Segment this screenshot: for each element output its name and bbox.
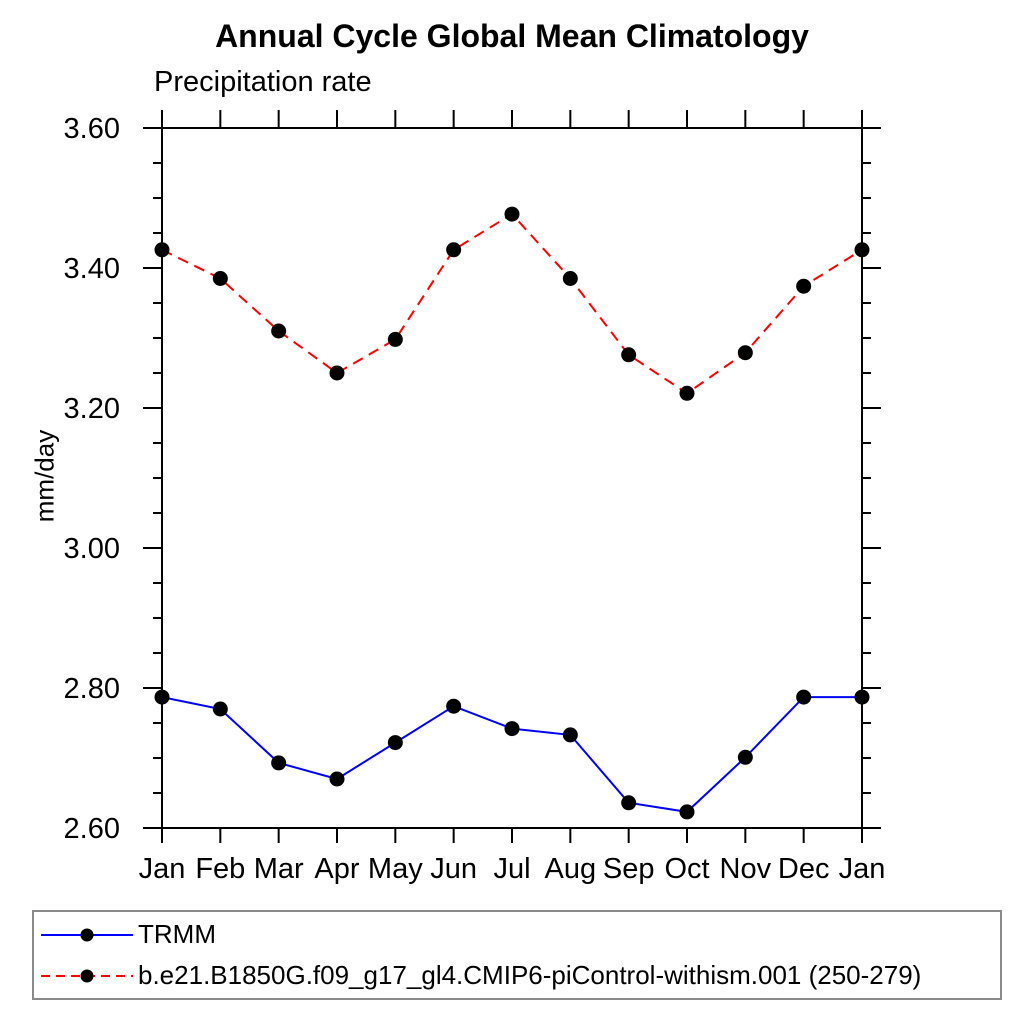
x-tick-label: Aug	[545, 853, 597, 885]
data-point-marker	[737, 345, 753, 361]
data-point-marker	[796, 278, 812, 294]
x-tick-label: Nov	[720, 853, 772, 885]
x-tick-label: Jun	[430, 853, 477, 885]
data-point-marker	[212, 271, 228, 286]
data-point-marker	[562, 727, 578, 743]
trmm-line-swatch-icon	[41, 928, 133, 941]
data-point-marker	[504, 721, 520, 737]
model-dashed-line-swatch-icon	[41, 969, 133, 982]
x-tick-label: Feb	[195, 853, 245, 885]
data-point-marker	[446, 698, 462, 714]
legend-label-trmm: TRMM	[138, 919, 216, 949]
data-point-marker	[854, 689, 870, 705]
x-tick-label: Apr	[314, 853, 359, 885]
data-point-marker	[562, 271, 578, 286]
series-line-model	[161, 212, 863, 395]
data-point-marker	[387, 331, 403, 347]
data-point-marker	[329, 365, 345, 381]
series-line-trmm	[161, 696, 862, 813]
x-tick-label: Dec	[778, 853, 830, 885]
chart-title: Annual Cycle Global Mean Climatology	[215, 18, 809, 54]
legend-item-model: b.e21.B1850G.f09_g17_gl4.CMIP6-piControl…	[34, 955, 1000, 996]
data-point-marker	[329, 771, 345, 787]
legend-label-model: b.e21.B1850G.f09_g17_gl4.CMIP6-piControl…	[138, 960, 922, 990]
data-point-marker	[621, 795, 637, 811]
x-tick-label: Oct	[664, 853, 709, 885]
y-tick-label: 3.00	[64, 533, 120, 565]
data-point-marker	[854, 242, 870, 258]
legend-marker	[80, 969, 94, 982]
y-tick-label: 2.80	[64, 673, 120, 705]
legend-marker	[80, 928, 94, 941]
data-point-marker	[154, 242, 170, 258]
y-tick-label: 2.60	[64, 813, 120, 845]
x-tick-label: Jul	[493, 853, 530, 885]
y-tick-label: 3.40	[64, 253, 120, 285]
legend-box: TRMM b.e21.B1850G.f09_g17_gl4.CMIP6-piCo…	[32, 910, 1002, 1000]
chart-subtitle: Precipitation rate	[154, 66, 372, 98]
x-tick-label: Jan	[139, 853, 186, 885]
x-tick-label: Sep	[603, 853, 655, 885]
data-point-marker	[271, 755, 287, 771]
data-point-marker	[737, 749, 753, 765]
data-point-marker	[621, 347, 637, 363]
legend-item-trmm: TRMM	[34, 914, 1000, 955]
data-point-marker	[387, 735, 403, 751]
data-point-marker	[679, 804, 695, 820]
data-point-marker	[154, 689, 170, 705]
data-point-marker	[212, 701, 228, 717]
data-point-marker	[271, 323, 287, 339]
data-point-marker	[679, 385, 695, 401]
x-tick-label: Mar	[254, 853, 304, 885]
data-point-marker	[446, 242, 462, 258]
y-tick-label: 3.60	[64, 113, 120, 145]
x-tick-label: May	[368, 853, 423, 885]
data-point-marker	[796, 689, 812, 705]
data-point-marker	[504, 206, 520, 222]
x-tick-label: Jan	[839, 853, 886, 885]
y-tick-label: 3.20	[64, 393, 120, 425]
